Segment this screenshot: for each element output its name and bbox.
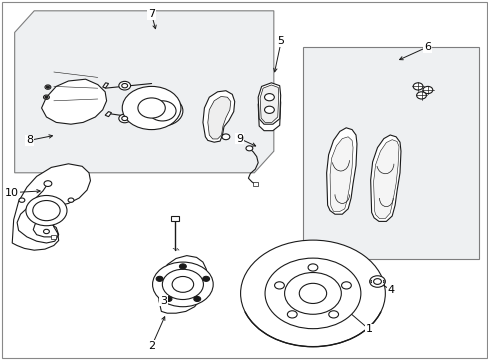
Circle shape: [264, 258, 360, 329]
Circle shape: [33, 201, 60, 221]
Polygon shape: [258, 83, 280, 124]
Circle shape: [373, 279, 381, 284]
Circle shape: [264, 94, 274, 101]
Circle shape: [172, 276, 193, 292]
Text: 9: 9: [236, 134, 243, 144]
Circle shape: [19, 198, 25, 202]
Text: 6: 6: [424, 42, 430, 52]
Circle shape: [284, 273, 341, 314]
Circle shape: [156, 276, 163, 282]
Circle shape: [122, 86, 181, 130]
Polygon shape: [329, 137, 352, 212]
Circle shape: [128, 91, 175, 125]
Polygon shape: [383, 280, 385, 283]
Circle shape: [341, 282, 350, 289]
Polygon shape: [12, 164, 90, 250]
Text: 8: 8: [26, 135, 33, 145]
Circle shape: [222, 134, 229, 140]
Circle shape: [412, 83, 422, 90]
Polygon shape: [15, 11, 273, 173]
Circle shape: [203, 276, 209, 282]
Circle shape: [369, 276, 385, 287]
Circle shape: [264, 113, 273, 120]
Circle shape: [119, 81, 130, 90]
Circle shape: [142, 96, 183, 126]
Circle shape: [162, 269, 203, 300]
Text: 2: 2: [148, 341, 155, 351]
Polygon shape: [51, 235, 56, 239]
Circle shape: [274, 282, 284, 289]
Text: 5: 5: [277, 36, 284, 46]
Circle shape: [287, 311, 297, 318]
Circle shape: [193, 296, 200, 301]
Polygon shape: [260, 85, 278, 122]
Polygon shape: [253, 182, 258, 186]
Circle shape: [44, 181, 52, 186]
Text: 4: 4: [387, 285, 394, 295]
Circle shape: [122, 116, 127, 121]
Circle shape: [240, 240, 385, 347]
Circle shape: [328, 311, 338, 318]
Circle shape: [43, 95, 49, 99]
Circle shape: [45, 85, 51, 89]
Circle shape: [68, 198, 74, 202]
Circle shape: [264, 100, 273, 107]
Circle shape: [422, 86, 432, 94]
Circle shape: [138, 98, 165, 118]
Polygon shape: [303, 47, 478, 259]
Text: 10: 10: [5, 188, 19, 198]
Polygon shape: [369, 280, 371, 283]
Circle shape: [299, 283, 326, 303]
Circle shape: [46, 86, 49, 88]
Circle shape: [307, 264, 317, 271]
Polygon shape: [203, 91, 234, 142]
Circle shape: [416, 92, 426, 99]
Circle shape: [165, 296, 172, 301]
Text: 1: 1: [365, 324, 372, 334]
Polygon shape: [207, 96, 230, 139]
Polygon shape: [370, 135, 400, 221]
Polygon shape: [373, 140, 398, 219]
Polygon shape: [41, 79, 106, 124]
Circle shape: [119, 114, 130, 123]
Polygon shape: [105, 112, 111, 117]
Polygon shape: [102, 83, 108, 88]
Circle shape: [179, 264, 186, 269]
Polygon shape: [159, 256, 206, 313]
Circle shape: [26, 195, 67, 226]
Polygon shape: [326, 128, 356, 214]
Circle shape: [245, 146, 252, 151]
Circle shape: [43, 229, 49, 234]
Text: 3: 3: [160, 296, 167, 306]
Circle shape: [122, 84, 127, 88]
Text: 7: 7: [148, 9, 155, 19]
Polygon shape: [171, 216, 179, 221]
Circle shape: [264, 106, 274, 113]
Circle shape: [152, 262, 213, 307]
Circle shape: [148, 101, 176, 121]
Polygon shape: [258, 90, 280, 131]
Circle shape: [45, 96, 48, 98]
